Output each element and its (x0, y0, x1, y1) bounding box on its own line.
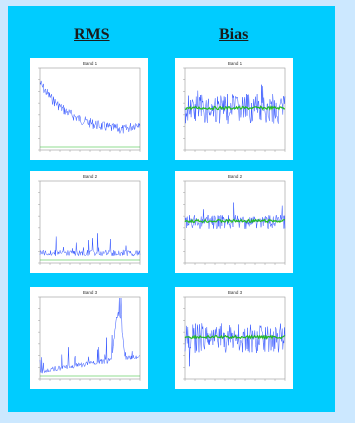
plot-frame (39, 67, 141, 151)
plot-title: Band 1 (228, 61, 243, 66)
bias-band-1-plot: Band 1 (183, 61, 286, 152)
plot-series-line (184, 202, 286, 230)
plot-frame (184, 296, 286, 380)
bias-band-2-thumbnail[interactable]: Band 2 (175, 171, 293, 273)
plot-series-line (184, 84, 286, 124)
plot-reference-line (184, 218, 286, 224)
rms-band-1-thumbnail[interactable]: Band 1 (30, 58, 148, 160)
plot-title: Band 3 (83, 290, 98, 295)
plot-series-line (39, 80, 141, 134)
rms-header-link[interactable]: RMS (74, 26, 110, 43)
comparison-panel: RMS Bias Band 1 Band 1 Band 2 Band 2 Ban… (8, 6, 335, 412)
rms-band-2-thumbnail[interactable]: Band 2 (30, 171, 148, 273)
bias-band-1-thumbnail[interactable]: Band 1 (175, 58, 293, 160)
plot-title: Band 1 (83, 61, 98, 66)
plot-title: Band 2 (228, 174, 243, 179)
bias-band-3-plot: Band 3 (183, 290, 286, 381)
rms-band-1-plot: Band 1 (38, 61, 141, 152)
plot-series-line (184, 323, 286, 367)
plot-series-line (39, 233, 141, 257)
plot-title: Band 2 (83, 174, 98, 179)
rms-band-2-plot: Band 2 (38, 174, 141, 265)
plot-title: Band 3 (228, 290, 243, 295)
bias-header-link[interactable]: Bias (219, 26, 249, 43)
plot-reference-line (184, 105, 286, 112)
bias-band-3-thumbnail[interactable]: Band 3 (175, 287, 293, 389)
rms-band-3-thumbnail[interactable]: Band 3 (30, 287, 148, 389)
plot-series-line (39, 297, 141, 374)
rms-band-3-plot: Band 3 (38, 290, 141, 381)
plot-reference-line (184, 334, 286, 340)
bias-band-2-plot: Band 2 (183, 174, 286, 265)
